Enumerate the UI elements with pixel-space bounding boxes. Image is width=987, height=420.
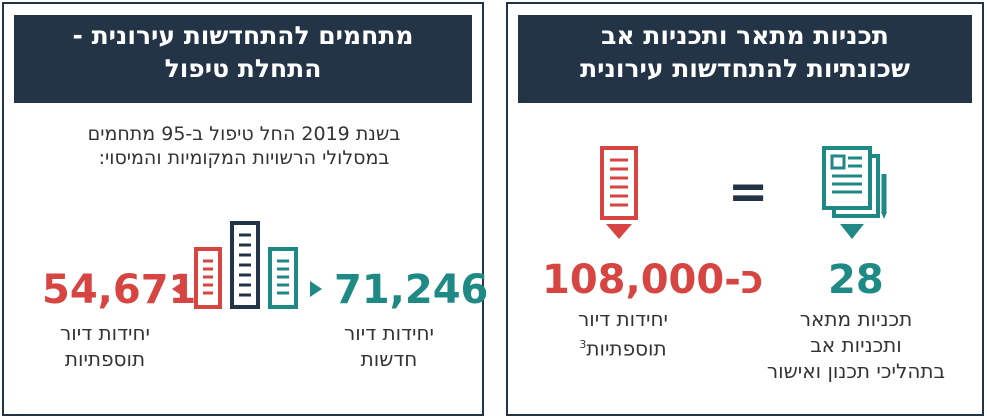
title-line-2: שכונתיות להתחדשות עירונית [580,54,910,83]
plans-label-line-1: תכניות מתאר [799,307,913,331]
intro-line-2: במסלולי הרשויות המקומיות והמיסוי: [98,147,390,169]
arrow-right-icon [310,281,322,297]
arrow-left-icon [172,281,184,297]
additional-units-label: יחידות דיור תוספתיות [20,320,190,372]
title-line-1: מתחמים להתחדשות עירונית - [72,21,414,50]
title-line-1: תכניות מתאר ותכניות אב [601,21,889,50]
title-line-2: התחלת טיפול [164,54,322,83]
plans-label-line-2: ותכניות אב [810,333,902,357]
panel-title: תכניות מתאר ותכניות אב שכונתיות להתחדשות… [518,15,972,103]
additional-units-value: 54,671 [42,267,197,313]
new-units-label-line-2: חדשות [360,347,418,371]
intro-line-1: בשנת 2019 החל טיפול ב-95 מתחמים [87,123,401,145]
additional-units-label-line-1: יחידות דיור [59,321,150,345]
panel-title: מתחמים להתחדשות עירונית - התחלת טיפול [14,15,472,103]
new-units-label: יחידות דיור חדשות [304,320,474,372]
new-units-value: 71,246 [334,267,489,313]
intro-text: בשנת 2019 החל טיפול ב-95 מתחמים במסלולי … [24,122,464,170]
buildings-icon [172,221,322,309]
additional-units-label-line-2: תוספתיות [64,347,146,371]
additional-units-value: כ-108,000 [542,257,764,303]
plans-count-label: תכניות מתאר ותכניות אב בתהליכי תכנון ואי… [746,306,966,384]
units-label-line-2: תוספתיות [586,336,667,361]
plans-document-icon [822,146,887,239]
new-units-label-line-1: יחידות דיור [343,321,434,345]
plans-label-line-3: בתהליכי תכנון ואישור [766,359,946,383]
additional-units-label: יחידות דיור תוספתיות3 [538,306,708,362]
urban-renewal-compounds-panel: מתחמים להתחדשות עירונית - התחלת טיפול בש… [2,2,488,416]
equals-sign: = [728,164,769,220]
list-document-icon [600,146,638,239]
plans-count-value: 28 [828,257,884,303]
footnote-marker: 3 [579,338,587,351]
outline-plans-panel: תכניות מתאר ותכניות אב שכונתיות להתחדשות… [506,2,984,416]
units-label-line-1: יחידות דיור [577,307,668,331]
